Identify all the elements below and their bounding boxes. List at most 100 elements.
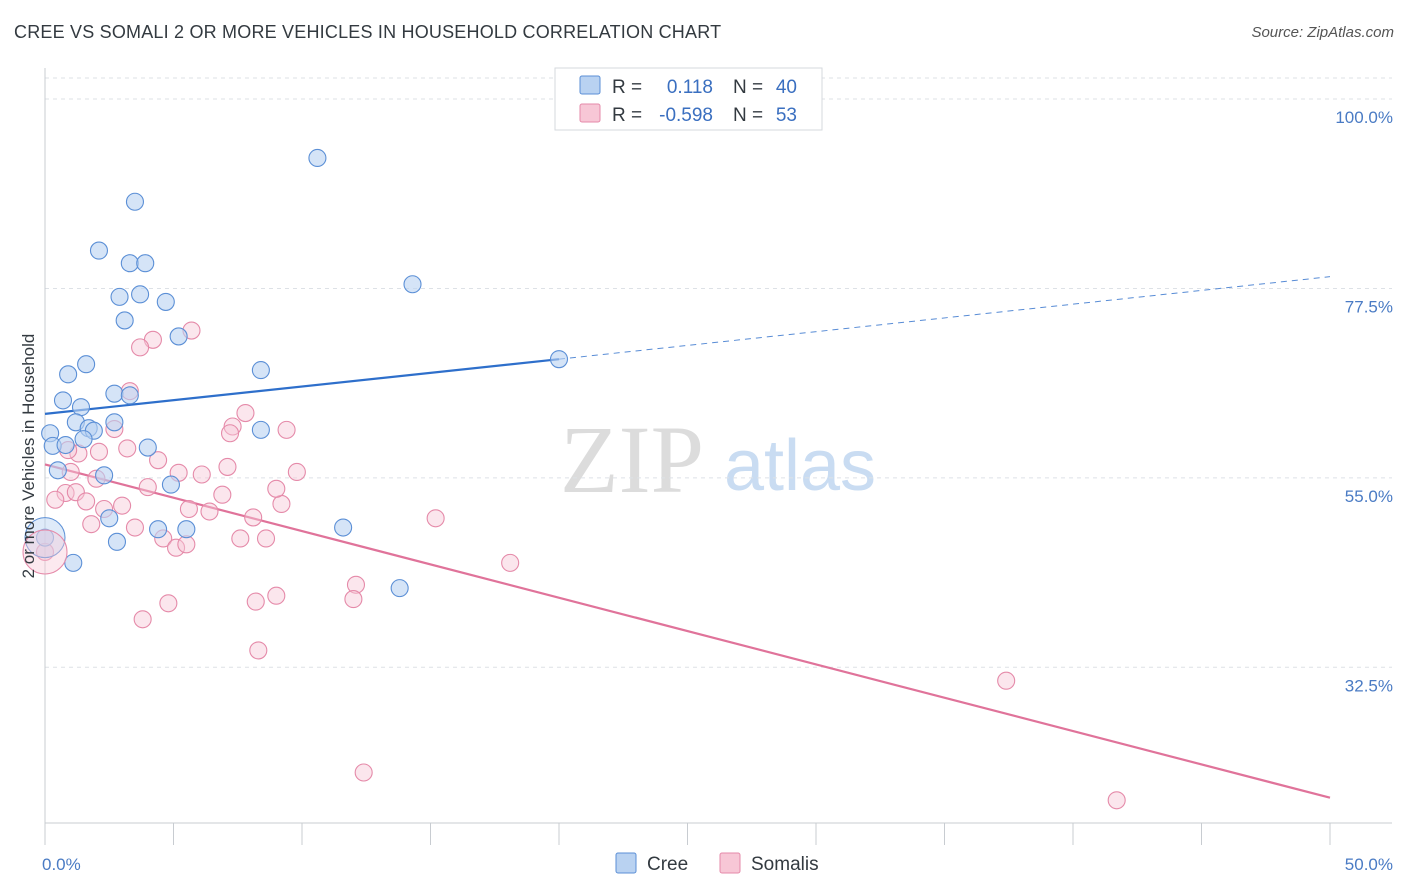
somalis-point	[267, 586, 286, 605]
legend-r-label-somalis: R =	[612, 105, 642, 126]
somalis-point	[346, 575, 366, 594]
somalis-point	[200, 502, 219, 521]
somalis-point	[354, 763, 373, 782]
legend-r-label-cree: R =	[612, 77, 642, 98]
cree-point	[131, 285, 150, 304]
cree-point	[64, 553, 83, 572]
source-label: Source: ZipAtlas.com	[1251, 24, 1394, 41]
cree-point	[105, 384, 124, 403]
y-tick-label: 100.0%	[1335, 108, 1393, 127]
somalis-point	[426, 509, 445, 528]
bottom-legend-label-somalis: Somalis	[751, 854, 819, 875]
somalis-point	[118, 439, 137, 458]
somalis-point	[231, 529, 250, 548]
cree-point	[48, 461, 67, 480]
cree-point	[74, 430, 93, 449]
somalis-trend-line	[44, 463, 1331, 799]
stats-legend: R = 0.118 N = 40 R = -0.598 N = 53	[554, 67, 823, 131]
somalis-point	[159, 594, 178, 613]
somalis-point	[997, 671, 1016, 690]
somalis-point	[66, 483, 85, 502]
somalis-point	[77, 492, 96, 511]
data-points	[22, 148, 1126, 810]
cree-point	[71, 398, 91, 417]
y-tick-label: 55.0%	[1345, 487, 1393, 506]
legend-swatch-cree	[579, 75, 601, 95]
cree-point	[35, 528, 55, 547]
chart-title: CREE VS SOMALI 2 OR MORE VEHICLES IN HOU…	[14, 22, 722, 42]
somalis-point	[213, 485, 232, 504]
cree-point	[59, 365, 78, 384]
bottom-legend-label-cree: Cree	[647, 854, 688, 875]
cree-point	[77, 355, 96, 374]
somalis-point	[256, 529, 276, 548]
cree-point	[53, 391, 73, 410]
somalis-point	[82, 515, 101, 534]
somalis-point	[177, 535, 196, 554]
somalis-point	[179, 499, 198, 519]
somalis-point	[131, 338, 150, 357]
somalis-point-large	[22, 529, 68, 575]
somalis-point	[287, 462, 306, 482]
somalis-point	[267, 479, 286, 498]
somalis-point	[272, 494, 291, 514]
y-tick-label: 77.5%	[1345, 297, 1393, 316]
cree-point	[149, 520, 168, 539]
somalis-point	[125, 518, 144, 537]
legend-r-value-cree: 0.118	[667, 77, 713, 98]
somalis-point	[220, 424, 240, 443]
cree-point	[156, 292, 175, 311]
x-tick-label: 0.0%	[42, 855, 81, 874]
cree-point	[125, 192, 144, 211]
bottom-legend-swatch-cree	[615, 852, 637, 874]
bottom-legend-swatch-somalis	[719, 852, 741, 874]
somalis-point	[218, 457, 237, 476]
legend-n-label-somalis: N =	[733, 105, 763, 126]
somalis-point	[46, 490, 65, 509]
cree-point	[107, 532, 127, 551]
cree-point	[136, 254, 155, 273]
somalis-point	[1107, 791, 1126, 810]
legend-r-value-somalis: -0.598	[659, 105, 713, 126]
cree-point	[100, 509, 119, 528]
somalis-point	[236, 403, 255, 423]
legend-swatch-somalis	[579, 103, 601, 123]
cree-point	[161, 475, 180, 494]
axes	[44, 68, 1392, 845]
cree-point	[95, 466, 114, 485]
somalis-point	[89, 442, 109, 461]
cree-point	[120, 254, 139, 273]
cree-point	[105, 413, 124, 432]
x-tick-label: 50.0%	[1345, 855, 1393, 874]
somalis-point	[501, 553, 520, 572]
somalis-point	[246, 592, 265, 611]
cree-point	[549, 350, 569, 369]
watermark-atlas: atlas	[724, 426, 876, 506]
somalis-point	[244, 508, 263, 527]
cree-point	[334, 518, 353, 537]
cree-point	[251, 420, 270, 439]
cree-point	[251, 361, 270, 380]
series-legend: Cree Somalis	[615, 852, 819, 875]
legend-n-label-cree: N =	[733, 77, 763, 98]
somalis-point	[277, 420, 296, 439]
somalis-point	[56, 483, 75, 503]
cree-trend-extension	[558, 276, 1331, 360]
cree-point	[56, 435, 75, 455]
cree-point	[390, 579, 409, 598]
cree-point	[115, 311, 134, 330]
cree-point-large	[24, 517, 66, 559]
somalis-point	[249, 641, 268, 660]
somalis-point	[344, 590, 363, 609]
cree-point	[120, 386, 139, 405]
somalis-point	[192, 465, 211, 484]
somalis-point	[149, 451, 168, 470]
somalis-point	[113, 496, 132, 515]
cree-trend-line	[44, 358, 560, 415]
somalis-point	[167, 538, 186, 557]
somalis-point	[138, 478, 157, 497]
cree-point	[110, 287, 129, 306]
legend-n-value-cree: 40	[776, 77, 797, 98]
cree-point	[169, 327, 188, 346]
somalis-point	[133, 610, 152, 629]
